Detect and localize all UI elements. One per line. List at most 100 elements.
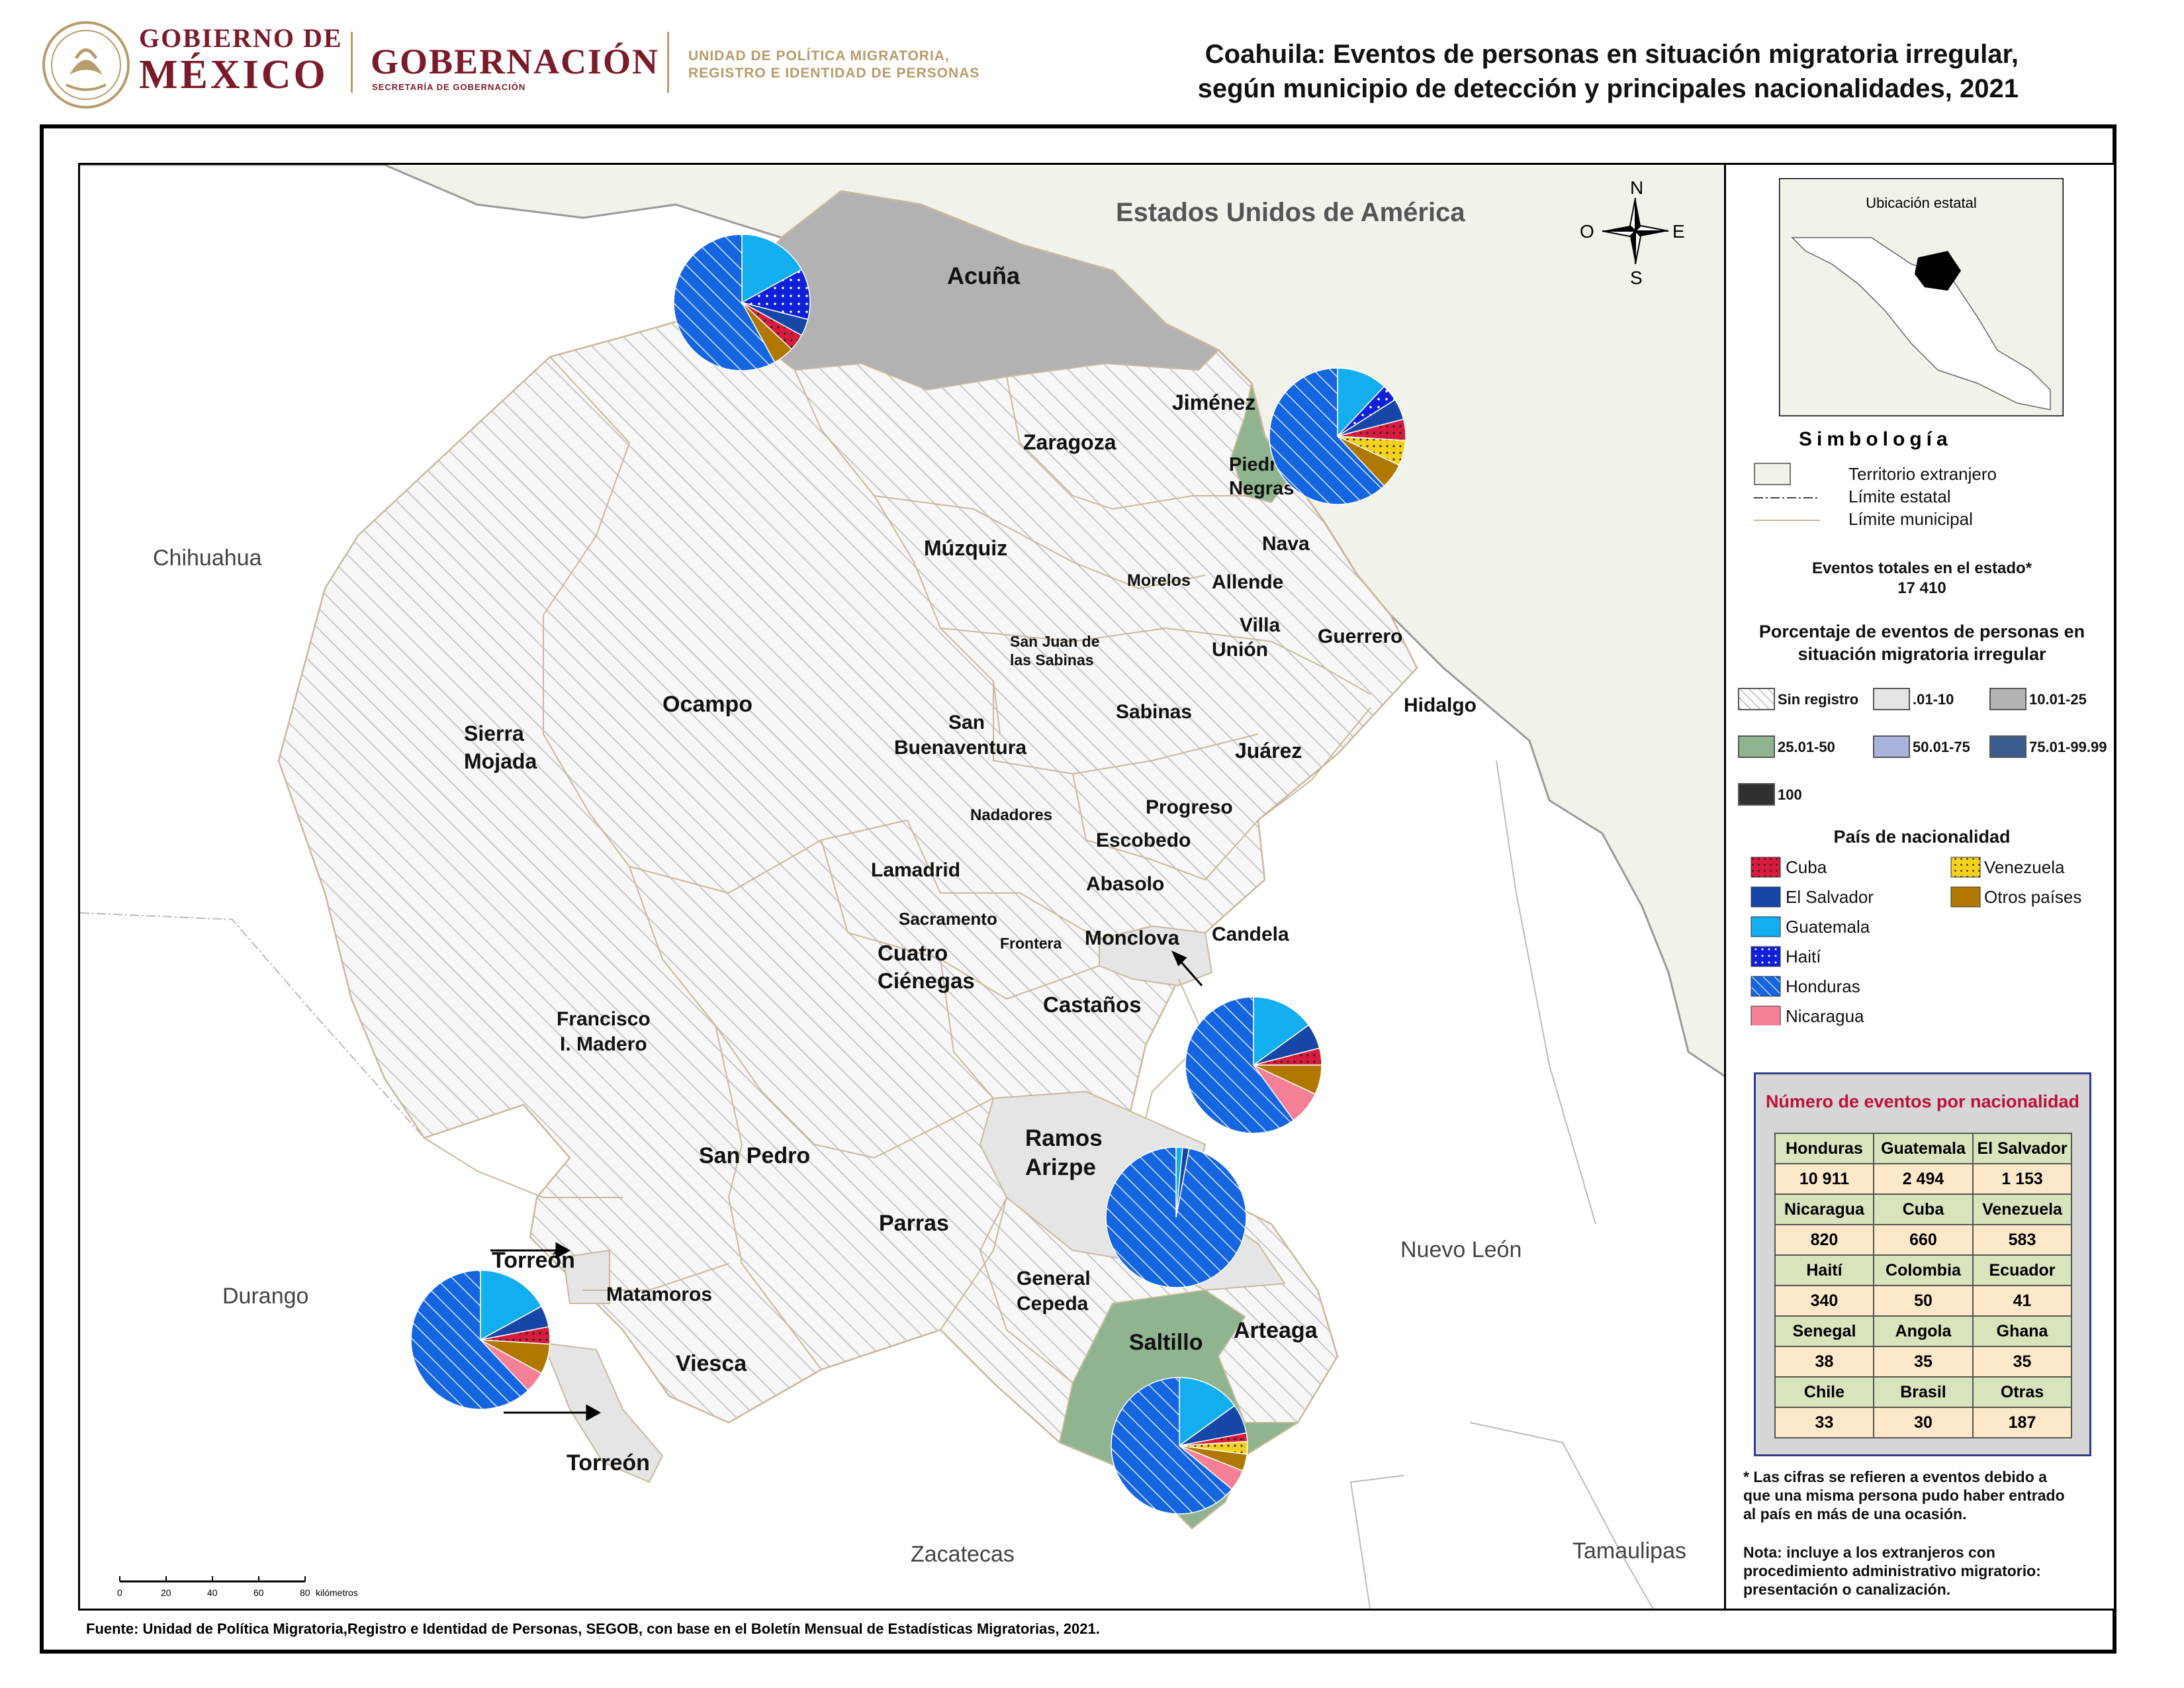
scale-tick: 0 <box>117 1587 122 1598</box>
label-guerrero: Guerrero <box>1318 626 1402 647</box>
table-header-row: Nicaragua Cuba Venezuela <box>1774 1194 2072 1225</box>
label-candela: Candela <box>1212 923 1289 945</box>
table-country-cell: Guatemala <box>1872 1133 1974 1164</box>
label-ocampo: Ocampo <box>662 692 752 717</box>
table-count-cell: 38 <box>1774 1346 1874 1378</box>
inset-location-map: Ubicación estatal <box>1779 178 2064 416</box>
label-matamoros: Matamoros <box>606 1284 712 1305</box>
table-country-cell: Venezuela <box>1972 1194 2072 1225</box>
gob-line1: GOBIERNO DE <box>139 23 343 53</box>
header: GOBIERNO DE MÉXICO GOBERNACIÓN SECRETARÍ… <box>0 0 2184 122</box>
class-label: Sin registro <box>1778 691 1859 708</box>
table-country-cell: Brasil <box>1872 1376 1974 1408</box>
footnote-line: * Las cifras se refieren a eventos debid… <box>1743 1468 2047 1485</box>
label-san-buenaventura-1: San <box>948 712 985 733</box>
municipal-boundaries <box>424 356 1371 1383</box>
class-swatch <box>1738 783 1775 806</box>
class-swatch <box>1738 735 1775 758</box>
label-jimenez: Jiménez <box>1172 391 1255 414</box>
nat-swatch-venezuela <box>1950 857 1981 878</box>
table-value-row: 820 660 583 <box>1774 1224 2072 1256</box>
secretaria-subtitle: SECRETARÍA DE GOBERNACIÓN <box>372 82 526 92</box>
nationality-table: Honduras Guatemala El Salvador 10 911 2 494 1… <box>1774 1133 2072 1438</box>
pie-chart-ramos-arizpe <box>1105 1147 1247 1288</box>
table-value-row: 33 30 187 <box>1774 1407 2072 1438</box>
header-divider <box>351 32 353 93</box>
limite-estatal-label: Límite estatal <box>1848 487 1951 506</box>
label-francisco-madero-1: Francisco <box>557 1008 651 1030</box>
class-label: 10.01-25 <box>2029 691 2087 708</box>
mexico-seal-logo <box>42 21 130 109</box>
map-canvas: Estados Unidos de América Chihuahua Dura… <box>80 165 1724 1609</box>
territorio-label: Territorio extranjero <box>1848 464 1997 484</box>
nat-label-otros: Otros países <box>1984 887 2082 907</box>
label-ramos-arizpe-1: Ramos <box>1025 1125 1103 1151</box>
north-arrow-icon: N S E O <box>1580 177 1685 288</box>
gob-line2: MÉXICO <box>139 52 328 97</box>
label-muzquiz: Múzquiz <box>924 536 1007 560</box>
nationality-table-panel: Número de eventos por nacionalidad Hondu… <box>1754 1072 2091 1456</box>
footnote-line: procedimiento administrativo migratorio: <box>1743 1562 2041 1579</box>
table-count-cell: 41 <box>1972 1285 2072 1317</box>
pie-slice-guatemala <box>480 1270 543 1341</box>
label-cuatro-cienegas-1: Cuatro <box>878 941 948 965</box>
pie-slice-honduras <box>673 234 776 371</box>
label-nava: Nava <box>1262 533 1310 555</box>
class-swatch <box>1989 735 2026 758</box>
table-count-cell: 35 <box>1972 1346 2072 1378</box>
pie-chart-saltillo <box>1111 1377 1248 1515</box>
simbologia-title: Simbología <box>1799 428 1952 450</box>
class-swatch <box>1989 688 2026 710</box>
table-count-cell: 187 <box>1972 1407 2072 1438</box>
piedras-negras-municipality <box>1230 383 1293 504</box>
table-country-cell: Ecuador <box>1972 1254 2072 1286</box>
scale-tick: 40 <box>207 1587 218 1598</box>
nat-swatch-haití <box>1751 946 1781 967</box>
nat-swatch-honduras <box>1751 976 1781 997</box>
table-country-cell: Senegal <box>1774 1315 1874 1347</box>
pie-slice-honduras <box>1269 367 1385 505</box>
label-monclova: Monclova <box>1085 926 1180 949</box>
pie-slice-guatemala <box>1253 996 1310 1066</box>
compass-s: S <box>1630 267 1643 288</box>
nat-label-nicaragua: Nicaragua <box>1786 1006 1864 1026</box>
label-zacatecas: Zacatecas <box>911 1542 1015 1567</box>
label-sierra-mojada-2: Mojada <box>464 749 537 773</box>
label-arteaga: Arteaga <box>1234 1318 1318 1343</box>
pointer-arrows <box>490 951 1203 1421</box>
porcentaje-title-2: situación migratoria irregular <box>1797 644 2046 664</box>
territorio-swatch <box>1754 463 1791 485</box>
table-count-cell: 583 <box>1972 1224 2072 1256</box>
table-country-cell: Angola <box>1872 1315 1974 1347</box>
class-label: 50.01-75 <box>1913 739 1970 755</box>
table-country-cell: Haití <box>1774 1254 1874 1286</box>
nat-label-haiti: Haití <box>1786 947 1821 966</box>
label-san-pedro: San Pedro <box>699 1143 810 1168</box>
label-sabinas: Sabinas <box>1116 701 1192 723</box>
compass-e: E <box>1672 221 1685 242</box>
label-piedras-negras-2: Negras <box>1229 478 1294 499</box>
table-country-cell: Otras <box>1972 1376 2072 1408</box>
unidad-line2: REGISTRO E IDENTIDAD DE PERSONAS <box>688 66 980 81</box>
pie-chart-monclova <box>1185 996 1322 1134</box>
label-san-juan-1: San Juan de <box>1010 633 1099 650</box>
label-frontera: Frontera <box>1000 935 1062 952</box>
label-cuatro-cienegas-2: Ciénegas <box>878 968 975 993</box>
table-value-row: 38 35 35 <box>1774 1346 2072 1378</box>
table-header-row: Haití Colombia Ecuador <box>1774 1254 2072 1286</box>
label-nuevo-leon: Nuevo León <box>1400 1237 1522 1262</box>
class-label: 25.01-50 <box>1778 739 1835 755</box>
title-line1: Coahuila: Eventos de personas en situaci… <box>1205 40 2019 69</box>
nat-swatch-otros-países <box>1950 886 1981 908</box>
class-label: 100 <box>1778 786 1802 803</box>
table-count-cell: 35 <box>1872 1346 1974 1378</box>
pie-slice-guatemala <box>1179 1377 1236 1447</box>
pie-slice-honduras <box>410 1270 529 1410</box>
state-boundary-line <box>1349 1475 1404 1609</box>
label-villa-union-1: Villa <box>1240 614 1280 636</box>
inset-title: Ubicación estatal <box>1866 195 1977 211</box>
table-value-row: 340 50 41 <box>1774 1285 2072 1317</box>
table-count-cell: 820 <box>1774 1224 1874 1256</box>
limite-municipal-label: Límite municipal <box>1848 509 1973 529</box>
table-country-cell: Ghana <box>1972 1315 2072 1347</box>
